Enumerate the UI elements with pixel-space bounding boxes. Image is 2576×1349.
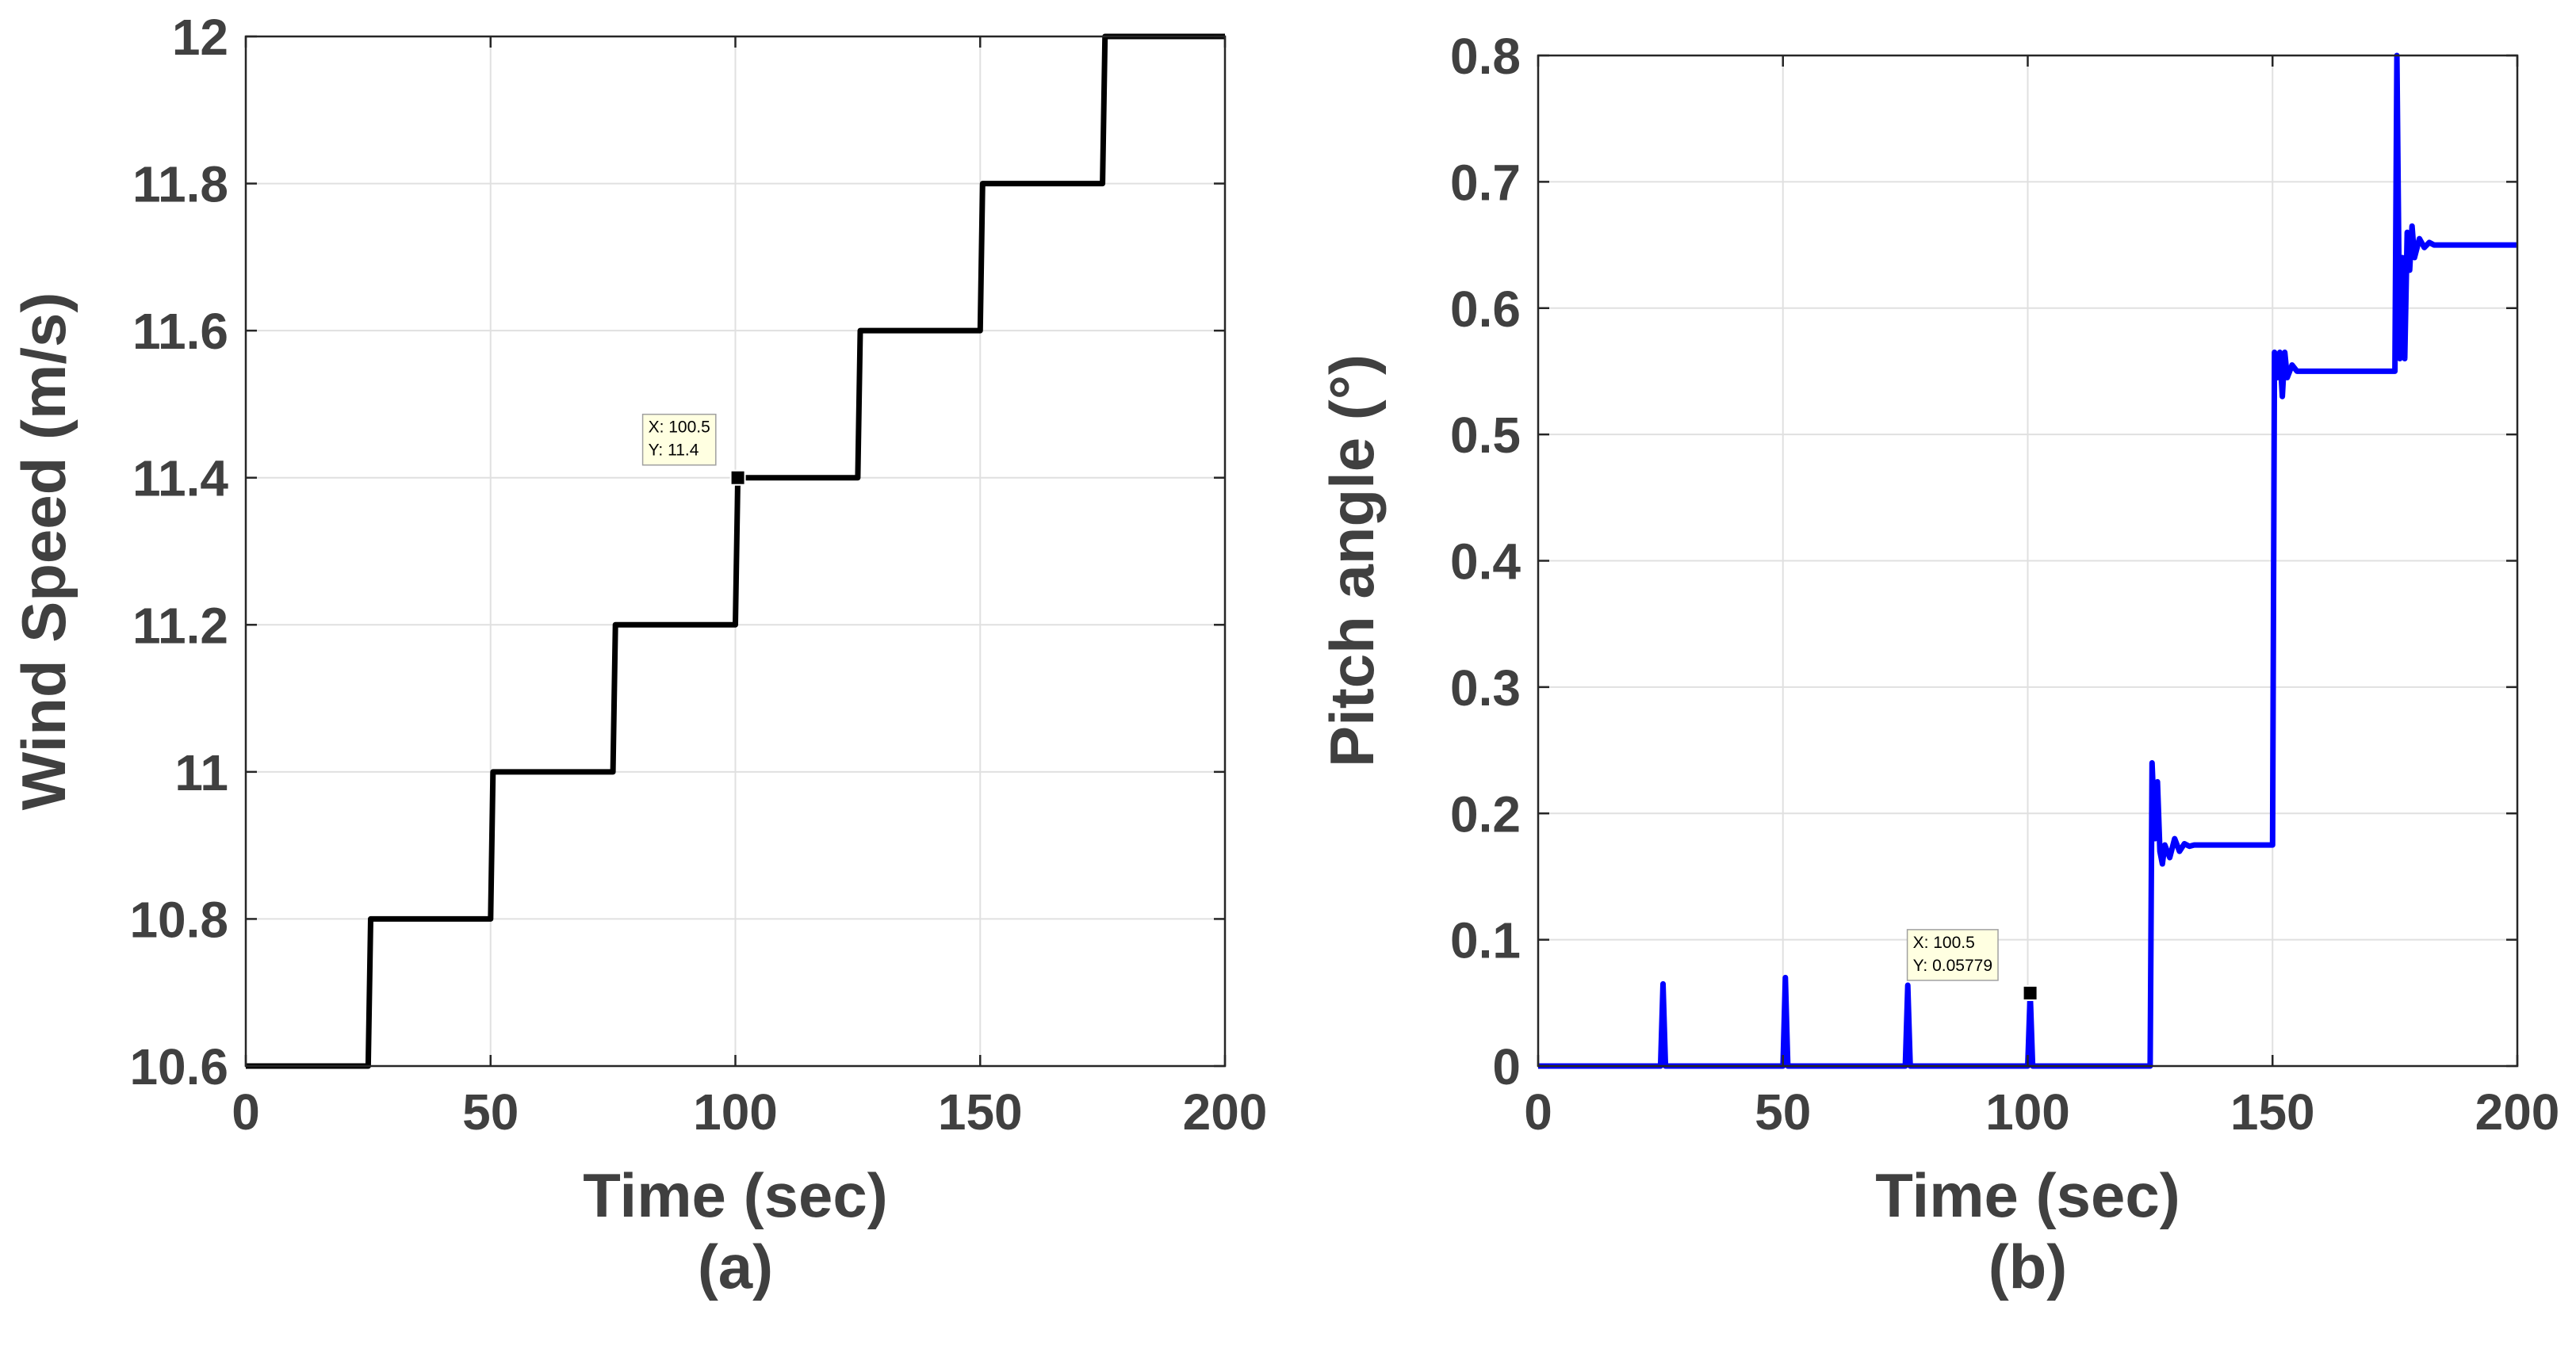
y-tick-label: 0.5	[1450, 407, 1521, 464]
y-tick-label: 10.6	[129, 1038, 228, 1095]
y-tick-label: 10.8	[129, 891, 228, 948]
y-tick-label: 0.7	[1450, 154, 1521, 211]
datatip[interactable]: X: 100.5 Y: 11.4	[641, 413, 746, 486]
y-tick-label: 11.4	[132, 450, 228, 507]
x-tick-label: 0	[1524, 1083, 1552, 1141]
x-axis-label: Time (sec)	[1875, 1160, 2180, 1230]
x-tick-label: 100	[1985, 1083, 2070, 1141]
chart-b: 0 50 100 150 200 0 0.1 0.2 0.3 0.4 0.5 0.6 0.7 0.8 Tim…	[1317, 28, 2559, 1301]
x-tick-label: 50	[1755, 1083, 1811, 1141]
y-tick-label: 0.8	[1450, 28, 1521, 85]
y-tick-label: 0	[1492, 1038, 1521, 1095]
datatip-y-label: Y: 0.05779	[1913, 957, 1992, 975]
x-tick-label: 100	[693, 1083, 778, 1141]
datatip-box	[1906, 929, 1999, 981]
y-tick-label: 0.1	[1450, 912, 1521, 969]
series-line-pitch-angle	[1538, 52, 2517, 1069]
datatip-marker[interactable]	[729, 469, 746, 486]
y-tick-label: 11.6	[132, 303, 228, 360]
subfigure-caption: (b)	[1988, 1232, 2068, 1301]
y-tick-label: 11.8	[132, 156, 228, 213]
x-axis-label: Time (sec)	[583, 1160, 887, 1230]
x-tick-label: 150	[2230, 1083, 2315, 1141]
y-tick-label: 0.3	[1450, 659, 1521, 717]
datatip-box	[641, 413, 717, 466]
y-axis-label: Pitch angle (°)	[1317, 354, 1387, 767]
y-tick-label: 12	[172, 9, 228, 66]
y-tick-label: 11.2	[132, 597, 228, 654]
x-tick-label: 200	[2475, 1083, 2560, 1141]
x-tick-label: 200	[1183, 1083, 1268, 1141]
subfigure-caption: (a)	[698, 1232, 773, 1301]
x-tick-label: 150	[938, 1083, 1023, 1141]
x-tick-label: 0	[232, 1083, 260, 1141]
y-axis-label: Wind Speed (m/s)	[9, 292, 78, 811]
datatip-y-label: Y: 11.4	[649, 441, 699, 460]
datatip[interactable]: X: 100.5 Y: 0.05779	[1906, 929, 2038, 1001]
series-line-wind-speed	[246, 33, 1225, 1069]
y-tick-label: 0.6	[1450, 281, 1521, 338]
y-tick-label: 0.4	[1450, 533, 1521, 590]
y-tick-label: 11	[174, 744, 228, 801]
datatip-marker[interactable]	[2022, 984, 2038, 1001]
datatip-x-label: X: 100.5	[1913, 934, 1975, 952]
y-tick-label: 0.2	[1450, 785, 1521, 843]
x-tick-label: 50	[462, 1083, 519, 1141]
chart-a: 0 50 100 150 200 10.6 10.8 11 11.2 11.4 11.6 11.8 12…	[9, 9, 1267, 1301]
datatip-x-label: X: 100.5	[649, 418, 710, 437]
